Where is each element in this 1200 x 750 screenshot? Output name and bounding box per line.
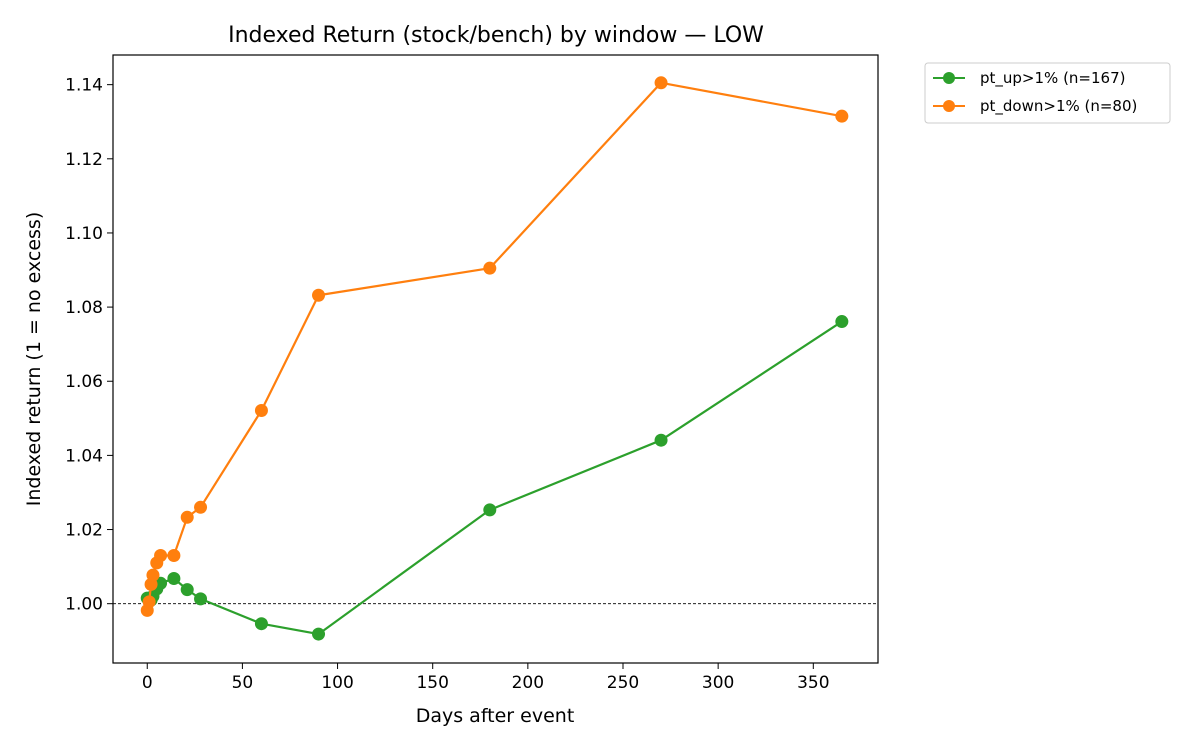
data-point	[254, 404, 268, 418]
plot-frame	[112, 54, 879, 664]
series-1	[140, 76, 849, 617]
data-point	[654, 76, 668, 90]
data-point	[654, 433, 668, 447]
data-point	[835, 315, 849, 329]
y-axis-label: Indexed return (1 = no excess)	[23, 212, 45, 506]
x-tick-label: 150	[416, 673, 448, 693]
y-axis: 1.00 1.02 1.04 1.06 1.08 1.10 1.12 1.14	[65, 76, 113, 615]
x-tick-label: 350	[797, 673, 829, 693]
data-point	[180, 583, 194, 597]
legend-swatch-marker	[943, 100, 955, 112]
series-layer	[140, 76, 849, 641]
legend-label: pt_up>1% (n=167)	[980, 69, 1125, 88]
series-line	[146, 81, 843, 611]
data-point	[835, 109, 849, 123]
y-tick-label: 1.12	[65, 150, 103, 170]
y-tick-label: 1.00	[65, 595, 103, 615]
data-point	[167, 548, 181, 562]
data-point	[167, 571, 181, 585]
legend-box	[924, 62, 1171, 124]
y-tick-label: 1.06	[65, 372, 103, 392]
legend-entry-up: pt_up>1% (n=167)	[933, 69, 1125, 88]
data-point	[483, 503, 497, 517]
data-point	[194, 500, 208, 514]
data-point	[142, 595, 156, 609]
x-axis-label: Days after event	[416, 705, 575, 727]
data-point	[180, 510, 194, 524]
legend-label: pt_down>1% (n=80)	[980, 97, 1137, 116]
x-tick-label: 100	[321, 673, 353, 693]
data-point	[146, 568, 160, 582]
y-tick-label: 1.08	[65, 298, 103, 318]
data-point	[154, 548, 168, 562]
data-point	[312, 288, 326, 302]
data-point	[194, 592, 208, 606]
series-0	[140, 315, 849, 641]
x-tick-label: 50	[232, 673, 254, 693]
x-tick-label: 250	[607, 673, 639, 693]
data-point	[483, 261, 497, 275]
y-tick-label: 1.10	[65, 224, 103, 244]
x-tick-label: 0	[142, 673, 153, 693]
x-axis: 0 50 100 150 200 250 300 350	[142, 663, 830, 693]
chart-title: Indexed Return (stock/bench) by window —…	[228, 23, 764, 48]
data-point	[154, 576, 168, 590]
legend: pt_up>1% (n=167) pt_down>1% (n=80)	[924, 62, 1171, 124]
legend-swatch-marker	[943, 72, 955, 84]
legend-entry-down: pt_down>1% (n=80)	[933, 97, 1137, 116]
y-tick-label: 1.04	[65, 446, 103, 466]
data-point	[312, 627, 326, 641]
data-point	[254, 617, 268, 631]
y-tick-label: 1.14	[65, 76, 103, 96]
series-line	[146, 320, 843, 636]
x-tick-label: 300	[702, 673, 734, 693]
plot-area	[113, 76, 878, 641]
y-tick-label: 1.02	[65, 521, 103, 541]
x-tick-label: 200	[512, 673, 544, 693]
